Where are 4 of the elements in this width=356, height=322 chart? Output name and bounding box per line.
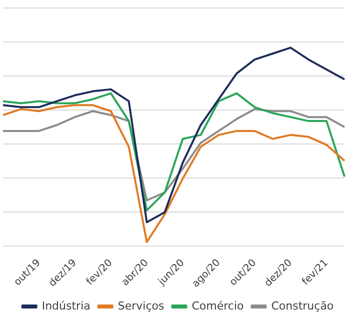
legend-label: Comércio bbox=[192, 299, 244, 312]
legend-label: Indústria bbox=[42, 299, 90, 312]
legend-label: Serviços bbox=[118, 299, 164, 312]
legend-label: Construção bbox=[271, 299, 334, 312]
